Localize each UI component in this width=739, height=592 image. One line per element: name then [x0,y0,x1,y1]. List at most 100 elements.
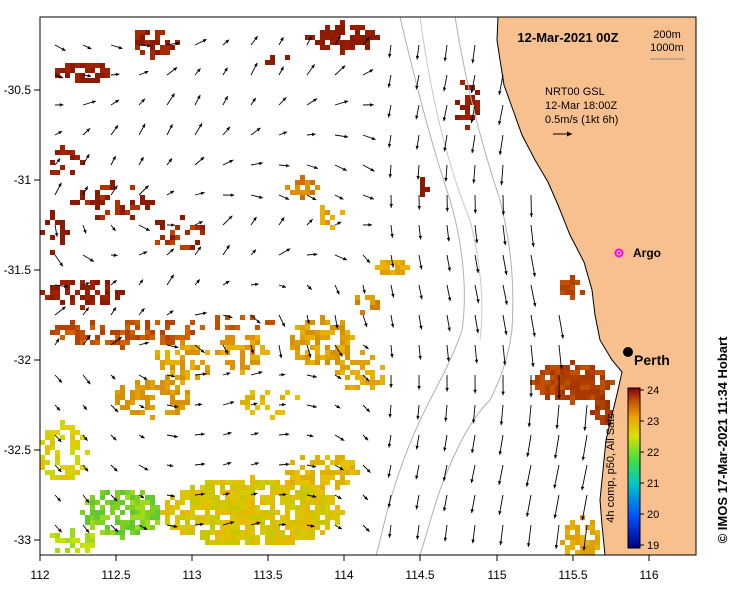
sst-pixel [335,510,340,515]
current-arrow [110,434,117,441]
sst-pixel [225,535,230,540]
current-arrow [362,464,371,473]
sst-pixel [120,340,125,345]
sst-pixel [185,325,190,330]
current-arrow [388,44,392,58]
sst-pixel [130,500,135,505]
current-arrow [557,374,561,399]
sst-pixel [325,355,330,360]
current-arrow [222,39,230,46]
sst-pixel [190,525,195,530]
x-tick-label: 112 [30,568,49,582]
sst-pixel [340,30,345,35]
sst-pixel [60,538,65,543]
sst-pixel [65,475,70,480]
sst-pixel [335,30,340,35]
sst-pixel [90,280,95,285]
sst-pixel [75,73,80,78]
sst-pixel [115,395,120,400]
sst-pixel [215,530,220,535]
sst-pixel [265,530,270,535]
sst-pixel [45,460,50,465]
sst-pixel [340,510,345,515]
sst-pixel [375,35,380,40]
sst-pixel [115,290,120,295]
current-arrow [442,494,448,512]
sst-pixel [285,520,290,525]
sst-pixel [240,360,245,365]
sst-pixel [135,510,140,515]
sst-pixel [550,375,555,380]
sst-pixel [110,530,115,535]
sst-pixel [240,510,245,515]
sst-pixel [275,490,280,495]
current-arrow [194,311,207,316]
current-arrow [389,194,393,208]
sst-pixel [565,370,570,375]
sst-pixel [175,505,180,510]
sst-pixel [355,300,360,305]
current-arrow [194,220,204,226]
sst-pixel [250,390,255,395]
sst-pixel [140,525,145,530]
current-arrow [558,344,563,369]
sst-pixel [180,490,185,495]
sst-pixel [325,220,330,225]
sst-pixel [320,510,325,515]
current-arrow [416,404,420,420]
sst-pixel [460,105,465,110]
sst-pixel [100,510,105,515]
sst-pixel [70,465,75,470]
sst-pixel [370,370,375,375]
sst-pixel [250,340,255,345]
sst-pixel [190,490,195,495]
sst-pixel [135,505,140,510]
sst-pixel [590,560,595,565]
current-arrow [446,224,451,242]
current-arrow [194,279,201,286]
sst-pixel [160,510,165,515]
sst-pixel [335,360,340,365]
current-arrow [250,35,258,46]
sst-pixel [290,530,295,535]
sst-pixel [105,185,110,190]
sst-pixel [285,505,290,510]
sst-pixel [320,500,325,505]
current-arrow [498,134,504,156]
sst-pixel [230,530,235,535]
current-source: NRT00 GSL [545,86,605,98]
sst-pixel [300,510,305,515]
sst-pixel [130,495,135,500]
sst-pixel [270,490,275,495]
sst-pixel [150,200,155,205]
current-arrow [54,224,59,237]
contour-200m [419,17,514,555]
sst-pixel [215,480,220,485]
sst-pixel [300,455,305,460]
sst-pixel [370,355,375,360]
sst-pixel [205,495,210,500]
sst-pixel [330,330,335,335]
current-arrow [334,374,342,380]
sst-pixel [270,320,275,325]
sst-pixel [80,280,85,285]
sst-pixel [65,68,70,73]
sst-pixel [270,415,275,420]
sst-pixel [285,515,290,520]
sst-pixel [220,525,225,530]
sst-pixel [280,540,285,545]
sst-pixel [240,505,245,510]
sst-pixel [270,480,275,485]
current-arrow [444,404,448,422]
sst-pixel [225,335,230,340]
sst-pixel [50,210,55,215]
sst-pixel [170,320,175,325]
current-arrow [54,44,66,52]
sst-pixel [180,365,185,370]
sst-pixel [295,190,300,195]
sst-pixel [315,350,320,355]
sst-pixel [555,380,560,385]
sst-pixel [565,290,570,295]
sst-pixel [120,405,125,410]
sst-pixel [170,395,175,400]
